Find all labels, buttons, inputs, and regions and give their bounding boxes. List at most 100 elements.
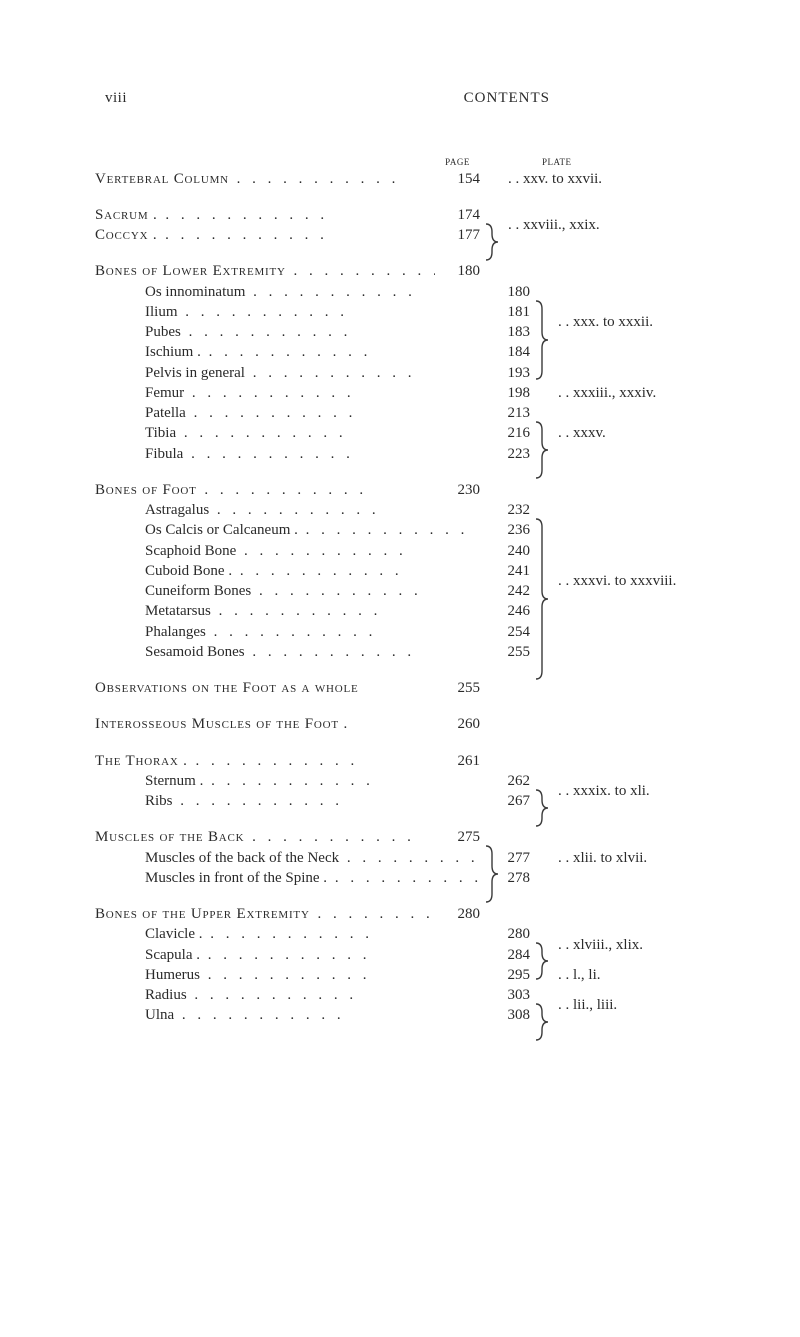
toc-page: 213 xyxy=(485,405,534,422)
toc-label: Observations on the Foot as a whole xyxy=(95,680,435,697)
toc-row: Bones of Foot 230 xyxy=(95,482,730,499)
column-headings: PAGE PLATE xyxy=(95,157,730,167)
toc-row: Interosseous Muscles of the Foot . 260 xyxy=(95,716,730,733)
toc-label: Tibia xyxy=(95,425,485,442)
toc-label-text: Scapula . xyxy=(145,947,200,963)
page-header: viii CONTENTS xyxy=(95,90,730,107)
toc-label: Sesamoid Bones xyxy=(95,644,485,661)
toc-row: Phalanges 254 xyxy=(95,624,730,641)
toc-label-text: Bones of Foot xyxy=(95,482,197,498)
toc-row: Ischium .184 xyxy=(95,344,730,361)
toc-plate: . . xlii. to xlvii. xyxy=(552,850,730,867)
toc-label-text: Ulna xyxy=(145,1007,174,1023)
toc-page: 183 xyxy=(485,324,534,341)
toc-label-text: Radius xyxy=(145,987,187,1003)
section-gap xyxy=(95,813,730,829)
toc-page: 267 xyxy=(485,793,534,810)
toc-page: 180 xyxy=(435,263,484,280)
toc-label-text: Pelvis in general xyxy=(145,365,245,381)
toc-label-text: The Thorax . xyxy=(95,753,188,769)
toc-plate: . . xxx. to xxxii. xyxy=(552,314,730,331)
toc-row: Astragalus 232 xyxy=(95,502,730,519)
toc-label: The Thorax . xyxy=(95,753,435,770)
toc-page: 181 xyxy=(485,304,534,321)
toc-label-text: Scaphoid Bone xyxy=(145,543,236,559)
toc-label-text: Ilium xyxy=(145,304,178,320)
toc-plate: . . xxxv. xyxy=(552,425,730,442)
toc-label-text: Ischium . xyxy=(145,344,201,360)
toc-page: 236 xyxy=(485,522,534,539)
toc-label-text: Sternum . xyxy=(145,773,203,789)
toc-page: 216 xyxy=(485,425,534,442)
toc-row: Cuneiform Bones242. . xxxvi. to xxxviii. xyxy=(95,583,730,600)
toc-page: 232 xyxy=(485,502,534,519)
toc-row: Femur198. . xxxiii., xxxiv. xyxy=(95,385,730,402)
toc-label: Bones of the Upper Extremity xyxy=(95,906,435,923)
toc-plate: . . xlviii., xlix. xyxy=(552,937,730,954)
toc-row: Muscles of the Back275 xyxy=(95,829,730,846)
toc-label-text: Fibula xyxy=(145,446,183,462)
section-gap xyxy=(95,700,730,716)
toc-page: 174 xyxy=(435,207,484,224)
toc-label-text: Tibia xyxy=(145,425,176,441)
toc-label-text: Patella xyxy=(145,405,186,421)
toc-label: Fibula xyxy=(95,446,485,463)
toc-label: Scaphoid Bone xyxy=(95,543,485,560)
toc-label-text: Phalanges xyxy=(145,624,206,640)
toc-page: 261 xyxy=(435,753,484,770)
toc-label-text: Muscles of the back of the Neck xyxy=(145,850,339,866)
toc-row: Humerus 295 . . l., li. xyxy=(95,967,730,984)
toc-page: 230 xyxy=(435,482,484,499)
toc-label-text: Cuneiform Bones xyxy=(145,583,251,599)
toc-page: 280 xyxy=(435,906,484,923)
toc-label: Interosseous Muscles of the Foot . xyxy=(95,716,435,733)
toc-plate: . . l., li. xyxy=(552,967,730,984)
toc-label-text: Cuboid Bone . xyxy=(145,563,232,579)
toc-row: The Thorax . 261 xyxy=(95,753,730,770)
toc-page: 284 xyxy=(485,947,534,964)
toc-label-text: Femur xyxy=(145,385,184,401)
toc-plate: . . xxviii., xxix. xyxy=(502,217,730,234)
toc-label: Humerus xyxy=(95,967,485,984)
toc-row: Ribs267. . xxxix. to xli. xyxy=(95,793,730,810)
toc-row: Bones of the Upper Extremity280 xyxy=(95,906,730,923)
section-gap xyxy=(95,466,730,482)
toc-label: Os innominatum xyxy=(95,284,485,301)
toc-row: Pubes183. . xxx. to xxxii. xyxy=(95,324,730,341)
toc-label: Phalanges xyxy=(95,624,485,641)
toc-row: Tibia 216 . . xxxv. xyxy=(95,425,730,442)
toc-label-text: Bones of Lower Extremity xyxy=(95,263,286,279)
toc-label-text: Metatarsus xyxy=(145,603,211,619)
toc-label-text: Interosseous Muscles of the Foot . xyxy=(95,716,348,732)
toc-row: Scaphoid Bone240 xyxy=(95,543,730,560)
toc-label: Femur xyxy=(95,385,485,402)
toc-label: Cuneiform Bones xyxy=(95,583,485,600)
toc-label: Ulna xyxy=(95,1007,485,1024)
toc-label: Ribs xyxy=(95,793,485,810)
toc-label-text: Pubes xyxy=(145,324,181,340)
toc-row: Sesamoid Bones255 xyxy=(95,644,730,661)
col-head-plate: PLATE xyxy=(502,157,730,167)
toc-plate: . . xxv. to xxvii. xyxy=(502,171,730,188)
toc-page: 260 xyxy=(435,716,484,733)
toc-page: 154 xyxy=(435,171,484,188)
toc-label: Patella xyxy=(95,405,485,422)
toc-plate: . . lii., liii. xyxy=(552,997,730,1014)
toc-label-text: Observations on the Foot as a whole xyxy=(95,680,359,696)
page-title: CONTENTS xyxy=(464,90,550,107)
toc-label: Vertebral Column xyxy=(95,171,435,188)
toc-row: Vertebral Column154 . . xxv. to xxvii. xyxy=(95,171,730,188)
toc-page: 180 xyxy=(485,284,534,301)
toc-label-text: Os Calcis or Calcaneum . xyxy=(145,522,298,538)
toc-page: 262 xyxy=(485,773,534,790)
toc-label-text: Astragalus xyxy=(145,502,209,518)
toc-page: 303 xyxy=(485,987,534,1004)
toc-page: 254 xyxy=(485,624,534,641)
toc-label: Muscles in front of the Spine . xyxy=(95,870,485,887)
toc-page: 295 xyxy=(485,967,534,984)
toc-label-text: Clavicle . xyxy=(145,926,202,942)
toc-label: Scapula . xyxy=(95,947,485,964)
toc-label-text: Humerus xyxy=(145,967,200,983)
toc-plate: . . xxxiii., xxxiv. xyxy=(552,385,730,402)
toc-page: 280 xyxy=(485,926,534,943)
